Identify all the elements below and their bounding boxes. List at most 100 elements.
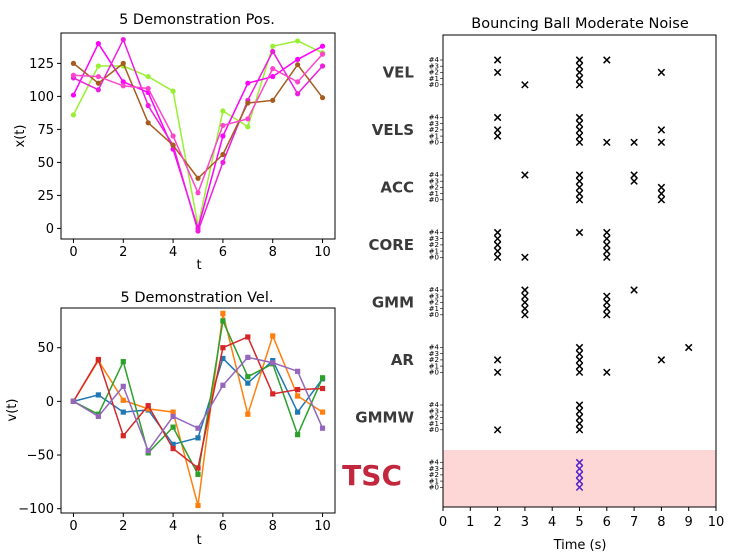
- velocity-data-point: [245, 411, 251, 417]
- position-data-point: [319, 63, 326, 69]
- velocity-data-point: [245, 380, 251, 386]
- changepoint-marker: [575, 458, 584, 467]
- velocity-data-point: [220, 382, 226, 388]
- velocity-data-point: [195, 435, 201, 441]
- velocity-data-point: [245, 334, 251, 340]
- velocity-data-point: [220, 318, 226, 324]
- segmentation-chart-title: Bouncing Ball Moderate Noise: [471, 16, 689, 32]
- changepoint-marker: [521, 286, 529, 294]
- demo-tick-label: #3: [429, 465, 439, 473]
- demo-tick-label: #0: [429, 311, 439, 319]
- demo-tick-label: #1: [429, 75, 439, 83]
- segmentation-x-tick-label: 6: [603, 515, 611, 530]
- changepoint-marker: [603, 311, 611, 319]
- position-data-point: [270, 66, 276, 72]
- segmentation-x-tick-label: 0: [439, 515, 447, 530]
- position-data-point: [295, 62, 301, 68]
- velocity-data-point: [270, 333, 276, 339]
- velocity-data-point: [145, 448, 151, 454]
- segmentation-x-tick-label: 7: [630, 515, 638, 530]
- demo-tick-label: #3: [429, 62, 439, 70]
- demo-tick-label: #2: [429, 299, 439, 307]
- method-label-gmm: GMM: [372, 293, 414, 311]
- changepoint-marker: [575, 349, 584, 358]
- velocity-data-point: [120, 397, 126, 403]
- velocity-data-point: [170, 446, 176, 452]
- demo-tick-label: #1: [429, 420, 439, 428]
- changepoint-marker: [493, 253, 502, 262]
- changepoint-marker: [657, 356, 666, 364]
- velocity-data-point: [195, 502, 201, 509]
- demo-tick-label: #2: [429, 471, 439, 479]
- position-y-tick-label: 100: [29, 90, 54, 105]
- demo-tick-label: #1: [429, 305, 439, 313]
- changepoint-marker: [630, 177, 638, 185]
- velocity-data-point: [295, 393, 301, 399]
- changepoint-marker: [575, 464, 584, 473]
- demo-tick-label: #3: [429, 235, 439, 243]
- velocity-data-point: [195, 471, 201, 477]
- tsc-highlight-band: [443, 450, 716, 507]
- method-label-vels: VELS: [372, 121, 414, 139]
- changepoint-marker: [521, 171, 529, 179]
- velocity-x-tick-label: 2: [119, 519, 127, 534]
- changepoint-marker: [575, 413, 584, 422]
- position-data-point: [170, 133, 176, 139]
- position-y-tick-label: 0: [46, 222, 54, 237]
- velocity-y-tick-label: 50: [37, 341, 54, 356]
- position-data-point: [245, 80, 251, 86]
- position-data-point: [170, 142, 176, 148]
- changepoint-marker: [493, 228, 502, 237]
- position-data-point: [70, 112, 77, 118]
- position-x-tick-label: 6: [219, 245, 227, 260]
- demo-tick-label: #4: [429, 56, 440, 64]
- position-data-point: [270, 43, 276, 49]
- position-x-axis-label: t: [196, 258, 201, 273]
- position-data-point: [195, 190, 201, 196]
- changepoint-marker: [493, 68, 502, 77]
- demo-tick-label: #2: [429, 241, 439, 249]
- changepoint-marker: [575, 196, 584, 204]
- changepoint-marker: [657, 189, 666, 198]
- changepoint-marker: [603, 247, 611, 255]
- changepoint-marker: [575, 343, 584, 352]
- changepoint-marker: [575, 113, 584, 122]
- velocity-data-point: [295, 368, 301, 374]
- changepoint-marker: [657, 196, 666, 204]
- velocity-x-tick-label: 6: [219, 519, 227, 534]
- position-plot-frame: [60, 32, 336, 240]
- position-data-point: [120, 60, 126, 66]
- demo-tick-label: #4: [429, 114, 440, 122]
- method-label-tsc: TSC: [342, 459, 402, 492]
- position-data-point: [70, 72, 77, 78]
- changepoint-marker: [521, 253, 529, 262]
- velocity-x-tick-label: 4: [169, 519, 177, 534]
- changepoint-marker: [603, 138, 611, 147]
- changepoint-marker: [493, 241, 502, 249]
- velocity-data-point: [120, 383, 126, 389]
- demo-tick-label: #3: [429, 350, 439, 358]
- position-x-tick-label: 10: [314, 245, 331, 260]
- demo-tick-label: #0: [429, 369, 439, 377]
- demo-tick-label: #4: [429, 344, 440, 352]
- velocity-data-point: [195, 465, 201, 471]
- changepoint-marker: [575, 228, 584, 237]
- position-y-tick-label: 75: [37, 123, 54, 138]
- position-data-point: [245, 100, 251, 106]
- position-data-point: [195, 228, 201, 234]
- changepoint-marker: [575, 183, 584, 192]
- position-data-point: [270, 73, 276, 80]
- velocity-data-point: [295, 409, 301, 415]
- position-data-point: [295, 56, 301, 63]
- changepoint-marker: [575, 483, 584, 492]
- position-data-point: [295, 38, 301, 44]
- demo-tick-label: #4: [429, 459, 440, 467]
- demo-tick-label: #3: [429, 177, 439, 185]
- changepoint-marker: [575, 138, 584, 147]
- changepoint-marker: [657, 68, 666, 77]
- position-y-tick-label: 50: [37, 156, 54, 171]
- changepoint-marker: [521, 304, 529, 313]
- changepoint-marker: [603, 304, 611, 313]
- velocity-data-point: [245, 374, 251, 380]
- changepoint-marker: [575, 68, 584, 77]
